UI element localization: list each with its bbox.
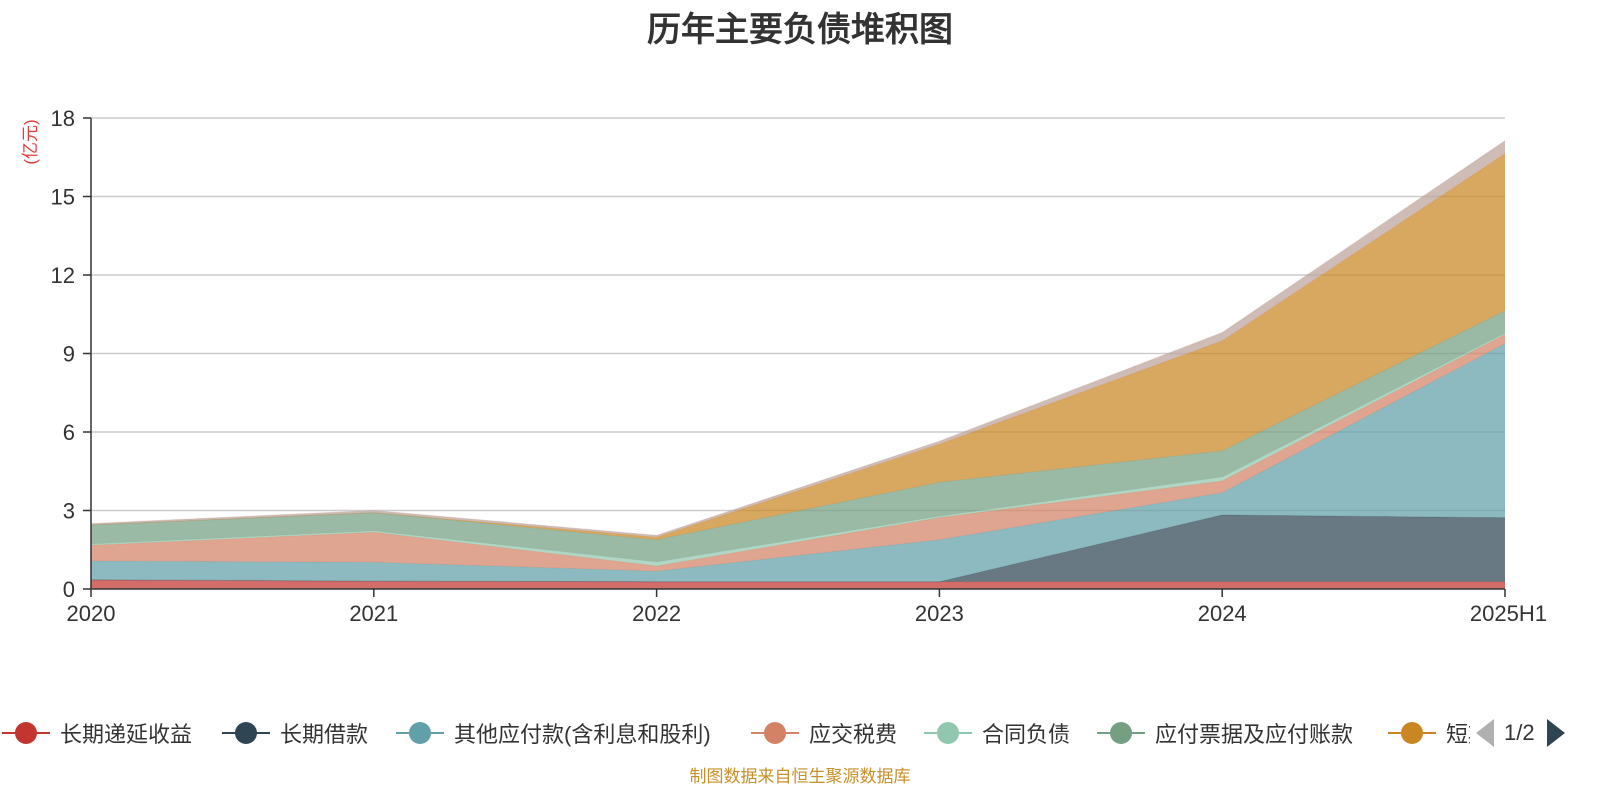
series-area (91, 140, 1505, 538)
chart-title: 历年主要负债堆积图 (647, 11, 953, 49)
legend-item[interactable]: 其他应付款(含利息和股利) (396, 713, 711, 753)
legend-item[interactable]: 短期借款 (1388, 713, 1470, 753)
y-tick-label: 18 (51, 106, 75, 131)
y-tick-label: 3 (63, 499, 75, 524)
y-axis-unit-label: (亿元) (21, 119, 40, 164)
series-area (91, 579, 1505, 589)
y-tick-label: 0 (63, 577, 75, 602)
legend-item[interactable]: 应付票据及应付账款 (1097, 713, 1353, 753)
x-tick-label: 2023 (915, 601, 964, 626)
y-tick-label: 15 (51, 185, 75, 210)
series-area (91, 153, 1505, 540)
stacked-areas (90, 140, 1506, 589)
x-tick-label: 2021 (349, 601, 398, 626)
legend-next-page-icon[interactable] (1546, 719, 1565, 747)
y-tick-label: 12 (51, 263, 75, 288)
legend-pager: 1/2 (1476, 713, 1565, 753)
legend-marker-icon (1097, 719, 1145, 747)
legend-marker-icon (396, 719, 444, 747)
y-tick-label: 6 (63, 420, 75, 445)
legend-marker-icon (222, 719, 270, 747)
legend-marker-icon (751, 719, 799, 747)
legend-marker-icon (924, 719, 972, 747)
series-area (91, 310, 1505, 562)
legend-item[interactable]: 长期借款 (222, 713, 368, 753)
legend-page-indicator: 1/2 (1504, 720, 1535, 745)
legend-label: 长期借款 (280, 722, 369, 747)
chart-area: 0 3 6 9 12 15 18 2020 2021 2022 2023 2024 2025H1 (亿元… (21, 106, 1547, 626)
series-area (91, 334, 1505, 572)
legend-label: 合同负债 (982, 722, 1071, 747)
legend-label: 应付票据及应付账款 (1155, 722, 1354, 747)
legend-item[interactable]: 合同负债 (924, 713, 1070, 753)
legend-label: 长期递延收益 (60, 722, 193, 747)
legend-marker-icon (1388, 719, 1436, 747)
legend-label: 短期借款 (1446, 722, 1470, 747)
legend-label: 其他应付款(含利息和股利) (454, 722, 711, 747)
x-tick-label: 2025H1 (1470, 601, 1547, 626)
legend-item[interactable]: 长期递延收益 (2, 713, 192, 753)
legend-item[interactable]: 应交税费 (751, 713, 897, 753)
series-area (91, 343, 1505, 582)
axes: 0 3 6 9 12 15 18 2020 2021 2022 2023 2024 2025H1 (51, 106, 1547, 626)
legend-marker-icon (2, 719, 50, 747)
x-tick-label: 2020 (67, 601, 116, 626)
series-area (91, 514, 1505, 582)
legend-items: 长期递延收益 长期借款 其他应付款(含利息和股利) 应交税费 合同负债 应付票据及应付账款… (0, 713, 1470, 753)
x-tick-label: 2024 (1198, 601, 1247, 626)
x-tick-label: 2022 (632, 601, 681, 626)
legend-prev-page-icon[interactable] (1476, 719, 1494, 747)
gridlines (91, 117, 1505, 512)
source-note: 制图数据来自恒生聚源数据库 (689, 767, 911, 786)
y-tick-label: 9 (63, 342, 75, 367)
legend: 长期递延收益 长期借款 其他应付款(含利息和股利) 应交税费 合同负债 应付票据及应付账款… (0, 713, 1600, 753)
legend-label: 应交税费 (809, 722, 898, 747)
series-line (90, 140, 1506, 536)
